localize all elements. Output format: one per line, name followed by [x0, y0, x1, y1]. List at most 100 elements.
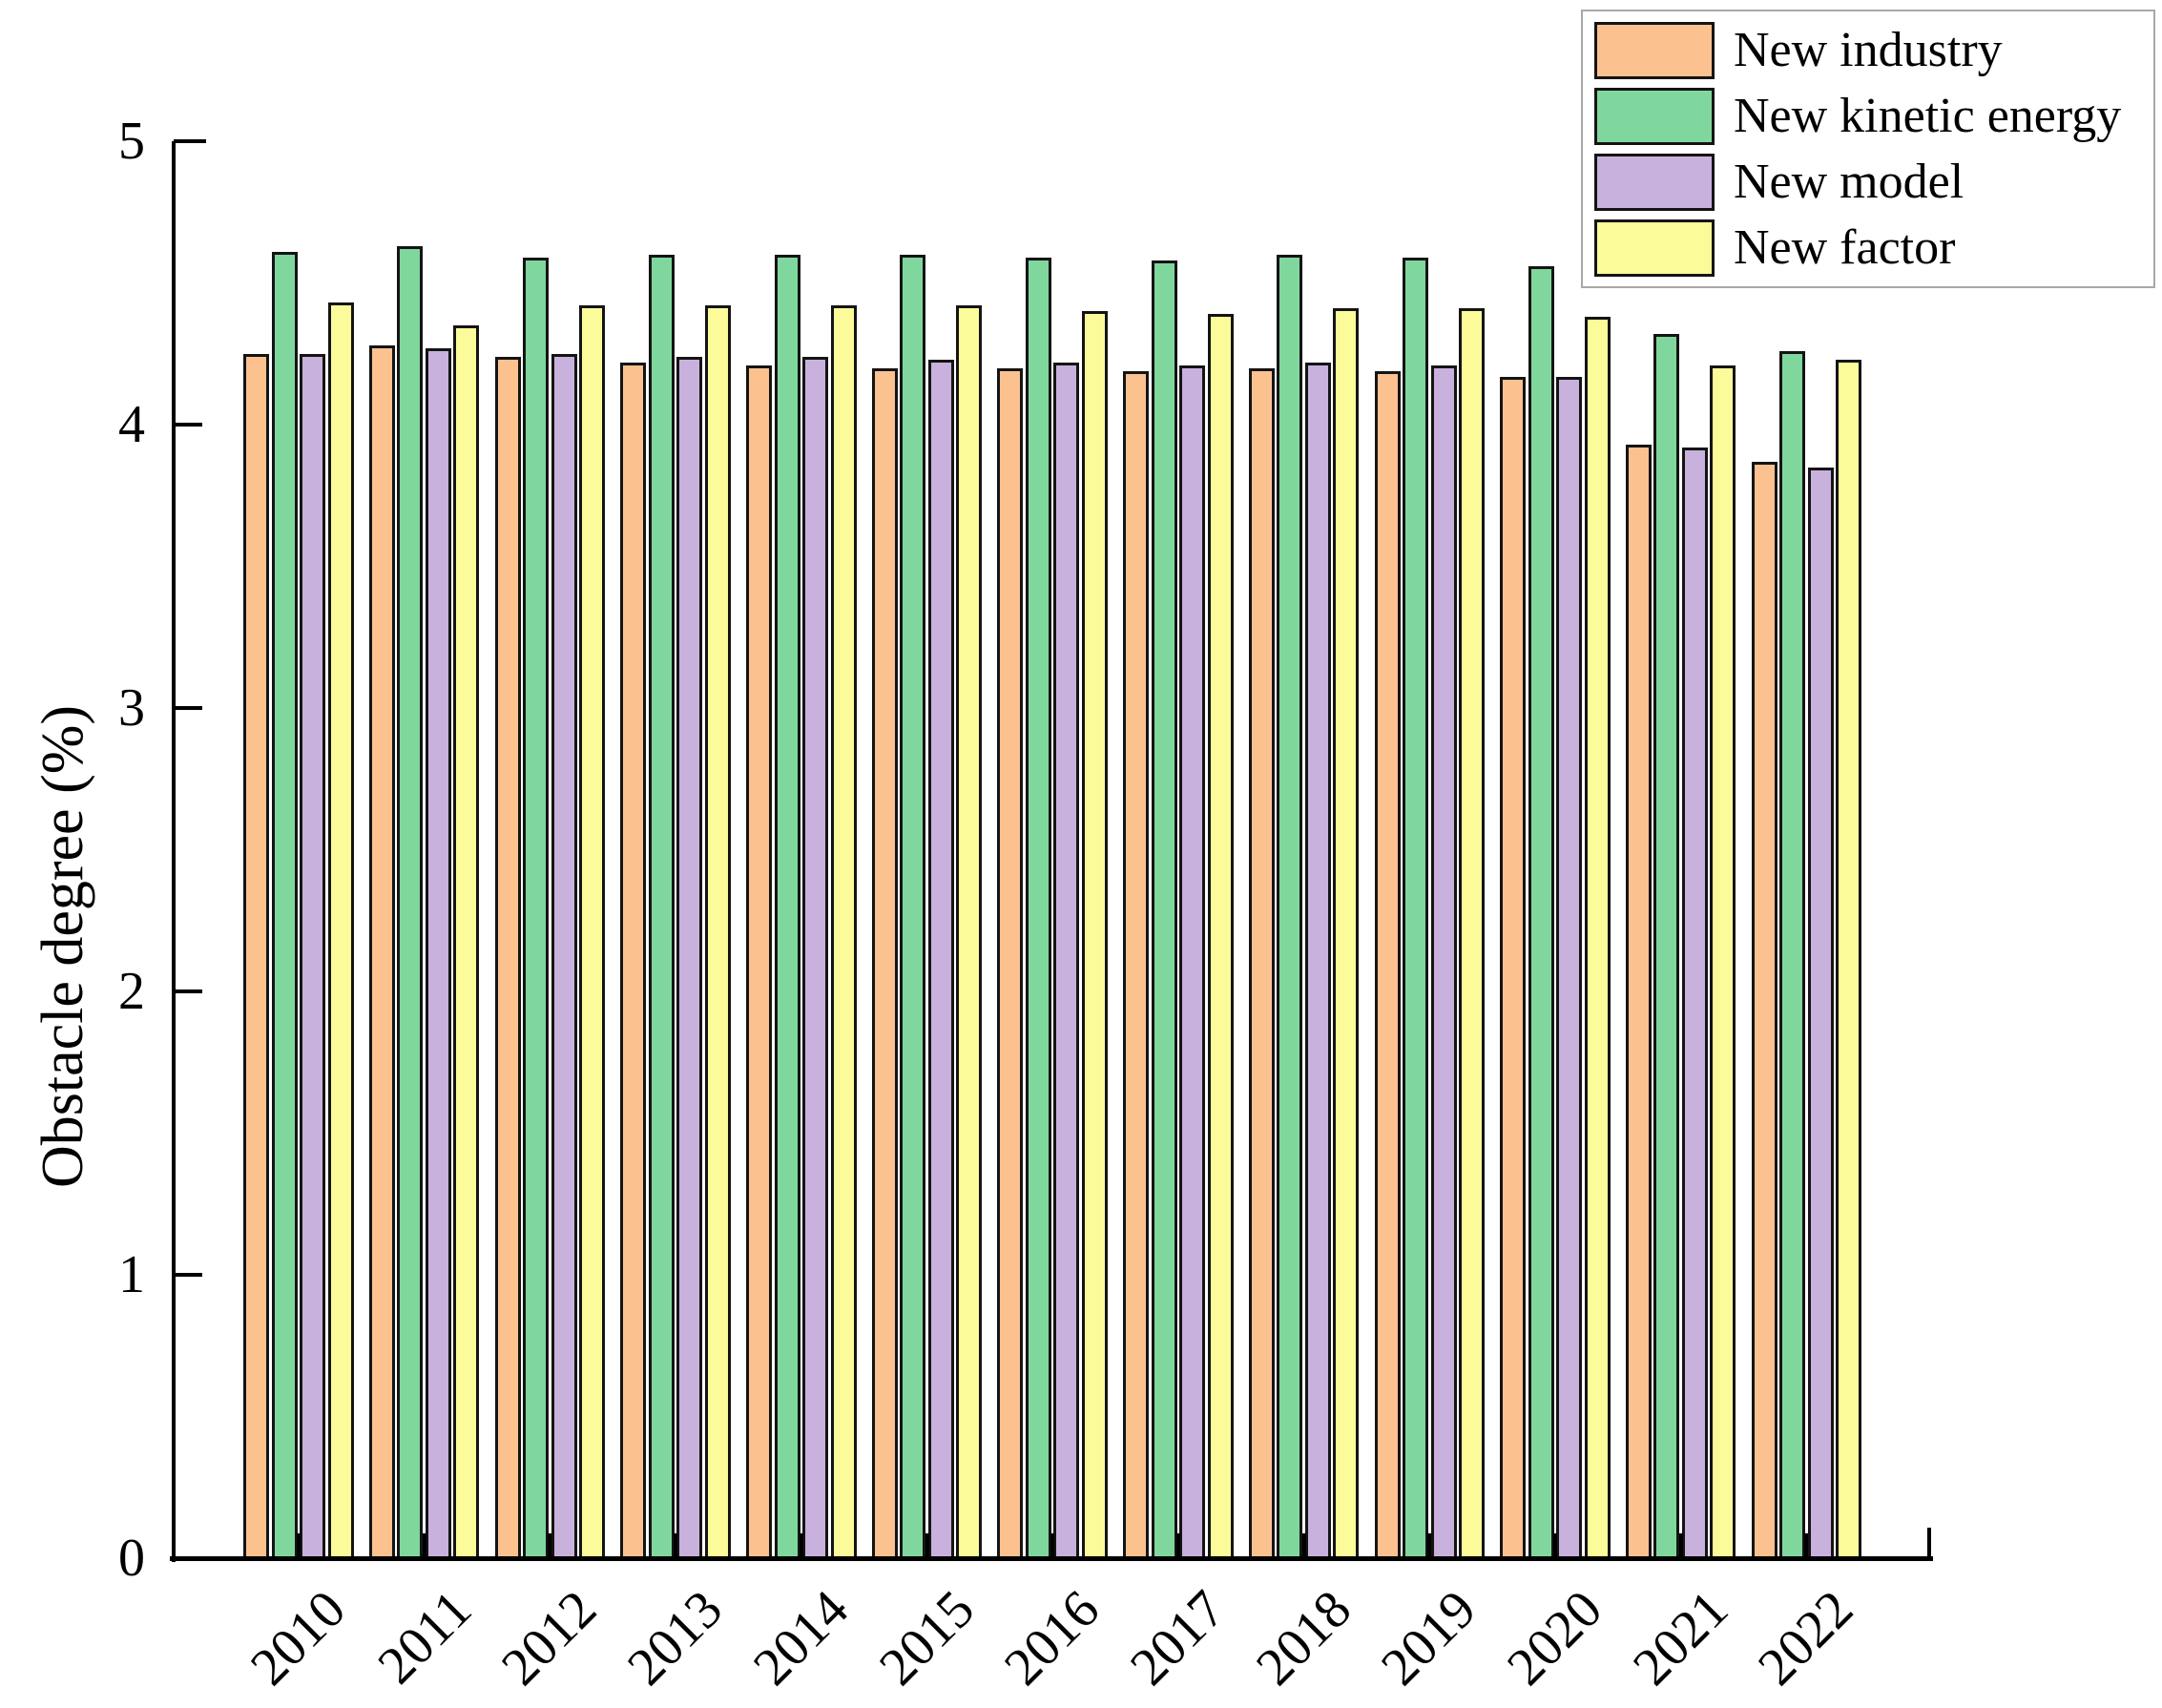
bar-new-model — [1807, 467, 1834, 1560]
x-tick — [1804, 1533, 1809, 1558]
bar-new-kinetic-energy — [523, 257, 550, 1560]
y-tick — [176, 706, 202, 710]
bar-new-model — [1053, 362, 1080, 1560]
x-tick-label: 2013 — [616, 1579, 735, 1698]
bar-new-industry — [494, 356, 521, 1560]
x-tick — [674, 1533, 678, 1558]
x-tick-label: 2012 — [490, 1579, 609, 1698]
x-tick — [1678, 1533, 1683, 1558]
y-axis-top-cap — [174, 139, 206, 143]
x-tick-label: 2017 — [1119, 1579, 1237, 1698]
x-tick — [297, 1533, 301, 1558]
legend-label: New model — [1734, 154, 1965, 209]
bar-new-kinetic-energy — [1779, 350, 1806, 1560]
bar-new-kinetic-energy — [900, 254, 926, 1560]
bar-new-industry — [746, 365, 773, 1560]
bar-new-kinetic-energy — [774, 254, 800, 1560]
bar-new-model — [676, 356, 703, 1560]
y-tick-label: 4 — [118, 395, 145, 454]
bar-new-kinetic-energy — [1403, 257, 1429, 1560]
legend: New industry New kinetic energy New model N… — [1581, 10, 2155, 288]
bar-new-kinetic-energy — [1025, 257, 1051, 1560]
x-tick-label: 2011 — [366, 1579, 483, 1696]
legend-row: New model — [1594, 153, 2153, 211]
bar-new-model — [425, 347, 451, 1560]
legend-label: New industry — [1734, 22, 2003, 77]
x-tick-label: 2016 — [993, 1579, 1112, 1698]
legend-label: New factor — [1734, 219, 1956, 275]
bar-new-industry — [368, 344, 395, 1560]
y-tick-label: 1 — [118, 1245, 145, 1304]
legend-row: New kinetic energy — [1594, 87, 2153, 145]
x-tick-label: 2022 — [1747, 1579, 1865, 1698]
y-tick-label: 5 — [118, 112, 145, 171]
x-tick-label: 2021 — [1621, 1579, 1739, 1698]
legend-row: New factor — [1594, 219, 2153, 277]
bar-new-factor — [1459, 308, 1486, 1560]
x-tick-label: 2020 — [1496, 1579, 1614, 1698]
bar-new-factor — [1710, 365, 1736, 1560]
bar-new-industry — [871, 367, 898, 1560]
bar-new-factor — [1836, 359, 1862, 1560]
x-tick — [1301, 1533, 1306, 1558]
y-tick — [176, 1273, 202, 1277]
bar-new-factor — [453, 325, 480, 1560]
bar-new-kinetic-energy — [1528, 265, 1554, 1560]
y-tick-label: 3 — [118, 678, 145, 738]
bar-new-factor — [830, 305, 857, 1560]
bar-new-factor — [704, 305, 731, 1560]
bar-new-industry — [1374, 370, 1401, 1560]
bar-new-industry — [620, 362, 647, 1560]
bar-new-kinetic-energy — [397, 245, 424, 1560]
y-tick-label: 0 — [118, 1529, 145, 1588]
bar-new-model — [1681, 447, 1708, 1560]
bar-new-factor — [1584, 317, 1611, 1560]
x-tick — [1427, 1533, 1432, 1558]
bar-new-factor — [579, 305, 606, 1560]
bar-new-factor — [956, 305, 983, 1560]
x-tick — [1175, 1533, 1180, 1558]
legend-swatch-icon — [1594, 87, 1715, 145]
y-axis-line — [172, 141, 176, 1562]
bar-new-model — [802, 356, 829, 1560]
x-tick-label: 2014 — [741, 1579, 860, 1698]
bar-new-industry — [997, 367, 1024, 1560]
x-tick-label: 2019 — [1370, 1579, 1488, 1698]
x-tick-label: 2018 — [1244, 1579, 1362, 1698]
bar-new-model — [1304, 362, 1331, 1560]
x-tick — [925, 1533, 929, 1558]
bar-new-model — [1556, 376, 1583, 1560]
legend-swatch-icon — [1594, 153, 1715, 211]
bar-new-model — [927, 359, 954, 1560]
legend-swatch-icon — [1594, 21, 1715, 79]
x-tick — [422, 1533, 426, 1558]
bar-new-industry — [1123, 370, 1150, 1560]
x-tick-label: 2015 — [867, 1579, 986, 1698]
bar-new-model — [551, 353, 577, 1560]
bar-new-industry — [243, 353, 270, 1560]
bar-new-industry — [1751, 461, 1777, 1560]
bar-new-factor — [1333, 308, 1360, 1560]
bar-new-factor — [1081, 311, 1108, 1560]
x-tick — [1050, 1533, 1055, 1558]
legend-swatch-icon — [1594, 219, 1715, 277]
bar-new-model — [300, 353, 326, 1560]
bar-new-kinetic-energy — [648, 254, 675, 1560]
x-tick — [548, 1533, 552, 1558]
x-tick — [799, 1533, 803, 1558]
bar-new-kinetic-energy — [1151, 260, 1177, 1560]
legend-row: New industry — [1594, 21, 2153, 79]
x-tick-label: 2010 — [239, 1579, 358, 1698]
legend-label: New kinetic energy — [1734, 88, 2122, 143]
x-axis-line — [170, 1556, 1933, 1561]
bar-new-kinetic-energy — [1653, 333, 1680, 1560]
y-tick — [176, 423, 202, 427]
bar-new-kinetic-energy — [1277, 254, 1303, 1560]
bar-new-factor — [327, 302, 354, 1560]
bar-new-model — [1179, 365, 1206, 1560]
y-tick-label: 2 — [118, 962, 145, 1021]
bar-new-kinetic-energy — [271, 251, 298, 1560]
bar-new-factor — [1207, 314, 1234, 1560]
